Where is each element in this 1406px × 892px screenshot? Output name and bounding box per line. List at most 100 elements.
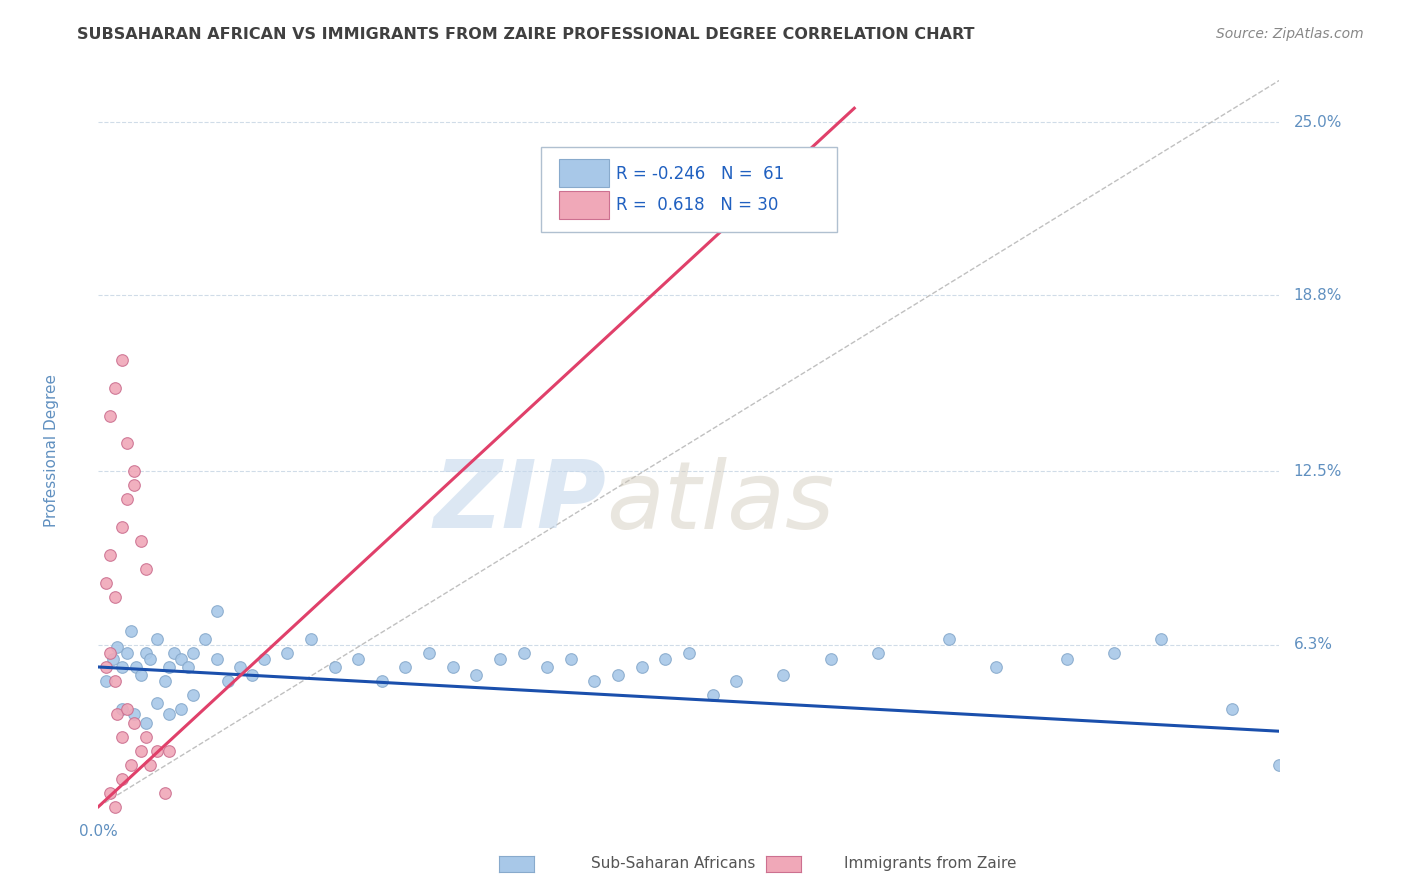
Text: Sub-Saharan Africans: Sub-Saharan Africans: [591, 856, 755, 871]
Point: [101, 651, 124, 665]
Point: [111, 660, 134, 674]
Text: R = -0.246   N =  61: R = -0.246 N = 61: [616, 164, 785, 183]
Point: [111, 702, 134, 716]
Point: [157, 707, 180, 722]
Point: [153, 786, 176, 800]
Point: [276, 646, 298, 660]
Point: [146, 744, 169, 758]
Point: [984, 660, 1007, 674]
Point: [111, 772, 134, 786]
Point: [157, 660, 180, 674]
Point: [229, 660, 252, 674]
Point: [98, 646, 121, 660]
Point: [139, 651, 162, 665]
Point: [135, 646, 157, 660]
Text: ZIP: ZIP: [433, 457, 606, 549]
FancyBboxPatch shape: [560, 160, 609, 187]
Point: [135, 562, 157, 576]
Point: [194, 632, 217, 646]
Text: 12.5%: 12.5%: [1294, 464, 1341, 479]
Point: [299, 632, 322, 646]
Point: [654, 651, 676, 665]
Point: [163, 646, 186, 660]
Text: atlas: atlas: [606, 457, 835, 548]
Point: [121, 757, 143, 772]
Point: [153, 673, 176, 688]
Point: [98, 786, 121, 800]
Point: [347, 651, 370, 665]
Point: [146, 696, 169, 710]
Point: [94, 576, 117, 591]
Point: [104, 673, 127, 688]
Point: [170, 702, 193, 716]
Point: [1102, 646, 1125, 660]
Point: [105, 640, 128, 655]
Point: [583, 673, 606, 688]
Point: [371, 673, 394, 688]
Point: [115, 646, 138, 660]
Point: [111, 352, 134, 367]
Point: [678, 646, 700, 660]
Point: [820, 651, 842, 665]
Point: [177, 660, 200, 674]
Point: [98, 548, 121, 562]
Point: [115, 492, 138, 507]
Point: [181, 646, 204, 660]
Point: [104, 590, 127, 604]
Text: 0.0%: 0.0%: [79, 824, 118, 839]
Point: [111, 730, 134, 744]
Point: [129, 668, 152, 682]
Point: [115, 436, 138, 450]
Text: Immigrants from Zaire: Immigrants from Zaire: [844, 856, 1017, 871]
Point: [607, 668, 630, 682]
Point: [253, 651, 276, 665]
Point: [125, 660, 148, 674]
Point: [323, 660, 346, 674]
Point: [512, 646, 534, 660]
Point: [122, 715, 145, 730]
Point: [394, 660, 416, 674]
Point: [129, 534, 152, 549]
Point: [98, 409, 121, 423]
Text: 25.0%: 25.0%: [1294, 115, 1341, 129]
Point: [772, 668, 794, 682]
Point: [157, 744, 180, 758]
Point: [170, 651, 193, 665]
Text: 6.3%: 6.3%: [1294, 637, 1333, 652]
Point: [122, 464, 145, 478]
Point: [135, 715, 157, 730]
Point: [441, 660, 464, 674]
FancyBboxPatch shape: [560, 191, 609, 219]
Point: [938, 632, 960, 646]
Point: [135, 730, 157, 744]
Point: [240, 668, 263, 682]
Point: [217, 673, 239, 688]
Text: Professional Degree: Professional Degree: [44, 374, 59, 527]
Point: [560, 651, 582, 665]
Point: [121, 624, 143, 638]
Point: [181, 688, 204, 702]
Text: R =  0.618   N = 30: R = 0.618 N = 30: [616, 196, 778, 214]
Text: SUBSAHARAN AFRICAN VS IMMIGRANTS FROM ZAIRE PROFESSIONAL DEGREE CORRELATION CHAR: SUBSAHARAN AFRICAN VS IMMIGRANTS FROM ZA…: [77, 27, 974, 42]
Text: Source: ZipAtlas.com: Source: ZipAtlas.com: [1216, 27, 1364, 41]
Point: [630, 660, 652, 674]
Point: [104, 381, 127, 395]
Point: [122, 478, 145, 492]
Point: [94, 660, 117, 674]
Point: [205, 651, 228, 665]
Point: [536, 660, 558, 674]
Point: [129, 744, 152, 758]
Point: [115, 702, 138, 716]
Point: [104, 799, 127, 814]
Point: [1056, 651, 1078, 665]
Point: [139, 757, 162, 772]
Point: [1150, 632, 1173, 646]
Text: 18.8%: 18.8%: [1294, 288, 1341, 303]
Point: [1220, 702, 1243, 716]
Point: [111, 520, 134, 534]
Point: [418, 646, 440, 660]
Point: [489, 651, 512, 665]
Point: [205, 604, 228, 618]
Point: [122, 707, 145, 722]
FancyBboxPatch shape: [541, 147, 837, 232]
